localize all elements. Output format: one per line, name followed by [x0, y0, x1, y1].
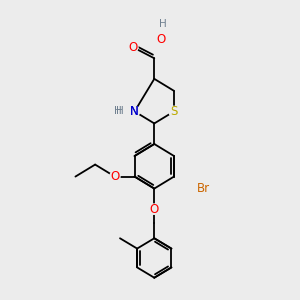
Circle shape — [189, 183, 199, 194]
Text: N: N — [130, 105, 139, 118]
Text: H: H — [116, 106, 124, 116]
Circle shape — [129, 106, 140, 117]
Text: H: H — [114, 106, 121, 116]
Text: O: O — [157, 33, 166, 46]
Circle shape — [156, 34, 166, 45]
Circle shape — [110, 171, 120, 182]
Text: O: O — [110, 170, 119, 183]
Circle shape — [169, 106, 179, 117]
Text: Br: Br — [197, 182, 210, 195]
Text: N: N — [130, 105, 139, 118]
Text: S: S — [170, 105, 178, 118]
Text: O: O — [150, 202, 159, 216]
Circle shape — [149, 204, 159, 214]
Text: O: O — [128, 40, 137, 54]
Circle shape — [128, 42, 138, 52]
Text: H: H — [159, 19, 167, 29]
